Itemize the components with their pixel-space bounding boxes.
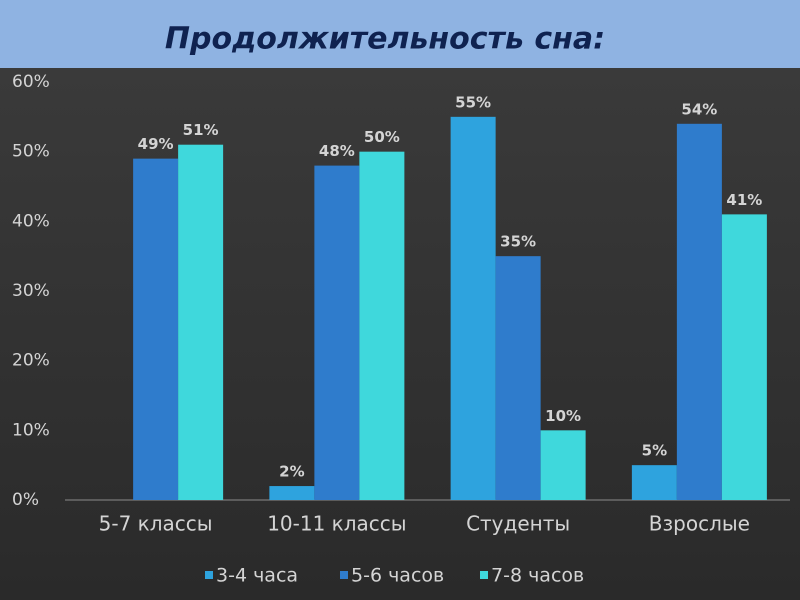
data-label: 54% bbox=[681, 100, 717, 118]
legend-marker bbox=[340, 571, 348, 579]
bar bbox=[495, 256, 541, 500]
data-label: 35% bbox=[500, 233, 536, 251]
bar bbox=[450, 116, 496, 500]
legend-marker bbox=[480, 571, 488, 579]
bar bbox=[133, 158, 179, 500]
y-tick-label: 30% bbox=[12, 281, 50, 301]
bar bbox=[178, 144, 224, 500]
y-tick-label: 10% bbox=[12, 420, 50, 440]
data-label: 48% bbox=[319, 142, 355, 160]
y-tick-label: 50% bbox=[12, 142, 50, 162]
data-label: 5% bbox=[642, 442, 667, 460]
bar bbox=[359, 151, 405, 500]
legend-label: 5-6 часов bbox=[351, 565, 444, 587]
y-tick-label: 60% bbox=[12, 72, 50, 92]
data-label: 2% bbox=[279, 463, 304, 481]
y-tick-label: 20% bbox=[12, 351, 50, 371]
data-label: 51% bbox=[183, 121, 219, 139]
bar bbox=[540, 430, 586, 500]
data-label: 10% bbox=[545, 407, 581, 425]
data-label: 55% bbox=[455, 93, 491, 111]
data-label: 49% bbox=[138, 135, 174, 153]
bar bbox=[721, 214, 767, 500]
bar bbox=[631, 465, 677, 500]
legend-marker bbox=[205, 571, 213, 579]
x-tick-label: Студенты bbox=[466, 512, 570, 536]
y-tick-label: 40% bbox=[12, 211, 50, 231]
legend-label: 3-4 часа bbox=[216, 565, 298, 587]
bar bbox=[269, 486, 315, 500]
bar bbox=[676, 123, 722, 501]
x-tick-label: 10-11 классы bbox=[267, 512, 406, 536]
data-label: 50% bbox=[364, 128, 400, 146]
header-band bbox=[0, 0, 800, 68]
data-label: 41% bbox=[726, 191, 762, 209]
y-tick-label: 0% bbox=[12, 490, 39, 510]
chart-title: Продолжительность сна: bbox=[165, 22, 605, 57]
legend-label: 7-8 часов bbox=[491, 565, 584, 587]
x-tick-label: 5-7 классы bbox=[99, 512, 213, 536]
bar bbox=[314, 165, 360, 500]
x-tick-label: Взрослые bbox=[649, 512, 750, 536]
